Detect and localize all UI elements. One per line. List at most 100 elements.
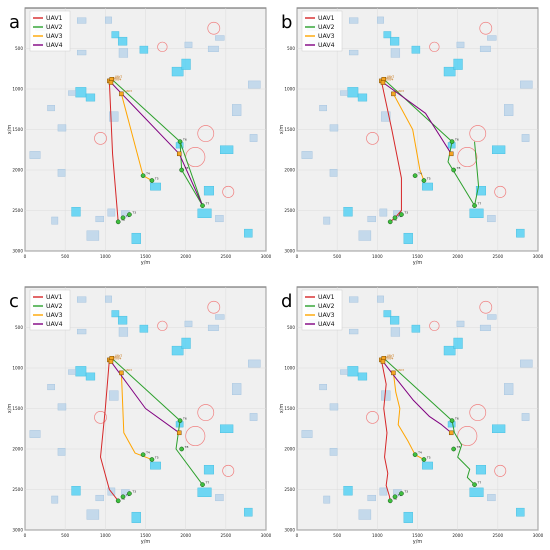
threat-circle (222, 464, 235, 477)
x-tick-label: 2500 (492, 254, 503, 259)
panel-c: 0 500 1000 1500 2000 2500 3000 500 1000 1500 2000 2… (7, 286, 272, 545)
target-marker (177, 139, 183, 144)
obstacle (249, 413, 258, 421)
obstacle (77, 17, 87, 24)
obstacle (319, 384, 327, 391)
obstacle (453, 337, 463, 349)
target-label: T8 (456, 166, 461, 170)
start-point-label: UAV4 (114, 78, 122, 82)
threat-circle (94, 411, 107, 424)
legend-label: UAV1 (46, 294, 63, 301)
obstacle (357, 93, 368, 102)
legend-label: UAV3 (318, 312, 335, 319)
start-point-label: UAV3 (124, 368, 132, 372)
series-line-uav4 (382, 361, 452, 434)
obstacle (358, 509, 372, 520)
obstacle (323, 495, 331, 504)
obstacle (516, 507, 525, 517)
x-tick-label: 2500 (492, 533, 503, 538)
start-point-label: UAV3 (396, 368, 404, 372)
legend-label: UAV4 (46, 321, 63, 328)
y-tick-label: 1000 (12, 366, 23, 371)
x-tick-label: 2000 (452, 254, 463, 259)
threat-circle (185, 426, 206, 447)
obstacle (456, 41, 465, 48)
obstacle (181, 337, 191, 349)
obstacle (118, 48, 129, 58)
obstacle (95, 494, 104, 502)
start-point-label: UAV2 (115, 74, 123, 78)
target-marker (179, 167, 184, 173)
y-axis-label: x/m (279, 404, 285, 414)
obstacle (479, 324, 491, 331)
obstacle (349, 49, 359, 56)
series-line-uav3 (392, 93, 425, 181)
target-label: T7 (477, 202, 482, 206)
obstacle (215, 215, 224, 223)
obstacle (77, 49, 87, 56)
x-tick-label: 0 (296, 533, 299, 538)
obstacle (29, 430, 41, 438)
x-tick-label: 1000 (372, 254, 383, 259)
obstacle (197, 208, 212, 218)
target-label: T3 (131, 490, 136, 494)
target-marker (120, 494, 126, 500)
legend-label: UAV1 (318, 294, 335, 301)
threat-circle (207, 21, 221, 35)
target-label: T3 (403, 490, 408, 494)
obstacle (319, 104, 327, 112)
obstacle (57, 403, 67, 411)
start-point-marker (380, 80, 386, 85)
threat-circle (222, 185, 235, 198)
x-tick-label: 1500 (140, 533, 151, 538)
target-label: T2 (397, 214, 402, 218)
x-tick-label: 1500 (140, 254, 151, 259)
obstacle (469, 208, 484, 218)
x-tick-label: 2500 (220, 533, 231, 538)
target-marker (387, 498, 393, 504)
x-tick-label: 1500 (412, 533, 423, 538)
start-point-label: UAV4 (114, 357, 122, 361)
obstacle (487, 215, 496, 223)
panel-a: 0 500 1000 1500 2000 2500 3000 500 1000 1500 2000 2… (7, 7, 272, 266)
start-point-marker (448, 151, 454, 157)
target-marker (127, 491, 132, 496)
obstacle (197, 487, 212, 497)
target-label: T4 (417, 172, 422, 176)
obstacle (118, 327, 129, 337)
x-tick-label: 2500 (220, 254, 231, 259)
obstacle (215, 35, 225, 41)
obstacle (357, 372, 368, 381)
obstacle (521, 134, 530, 142)
threat-circle (157, 320, 168, 332)
obstacle (215, 494, 224, 502)
x-tick-label: 2000 (180, 533, 191, 538)
obstacle (411, 45, 421, 54)
obstacle (504, 104, 514, 116)
obstacle (349, 17, 359, 24)
y-tick-label: 2000 (12, 447, 23, 452)
target-marker (392, 215, 398, 221)
panel-d: 0 500 1000 1500 2000 2500 3000 500 1000 1500 2000 2… (279, 286, 544, 545)
target-label: T2 (125, 214, 130, 218)
target-marker (115, 498, 121, 504)
start-point-label: UAV1 (384, 76, 392, 80)
y-tick-label: 3000 (284, 249, 295, 254)
target-marker (115, 219, 121, 225)
target-marker (179, 446, 184, 452)
legend-label: UAV4 (318, 42, 335, 49)
obstacle (207, 324, 219, 331)
target-marker (200, 203, 205, 208)
obstacle (109, 111, 119, 122)
target-marker (140, 452, 146, 458)
obstacle (379, 487, 388, 496)
threat-circle (494, 464, 507, 477)
target-marker (421, 457, 427, 462)
start-point-marker (176, 151, 182, 157)
panel-letter: c (9, 291, 19, 312)
target-marker (177, 418, 183, 423)
obstacle (95, 215, 104, 223)
obstacle (422, 182, 433, 191)
obstacle (475, 465, 486, 475)
legend-label: UAV3 (318, 33, 335, 40)
